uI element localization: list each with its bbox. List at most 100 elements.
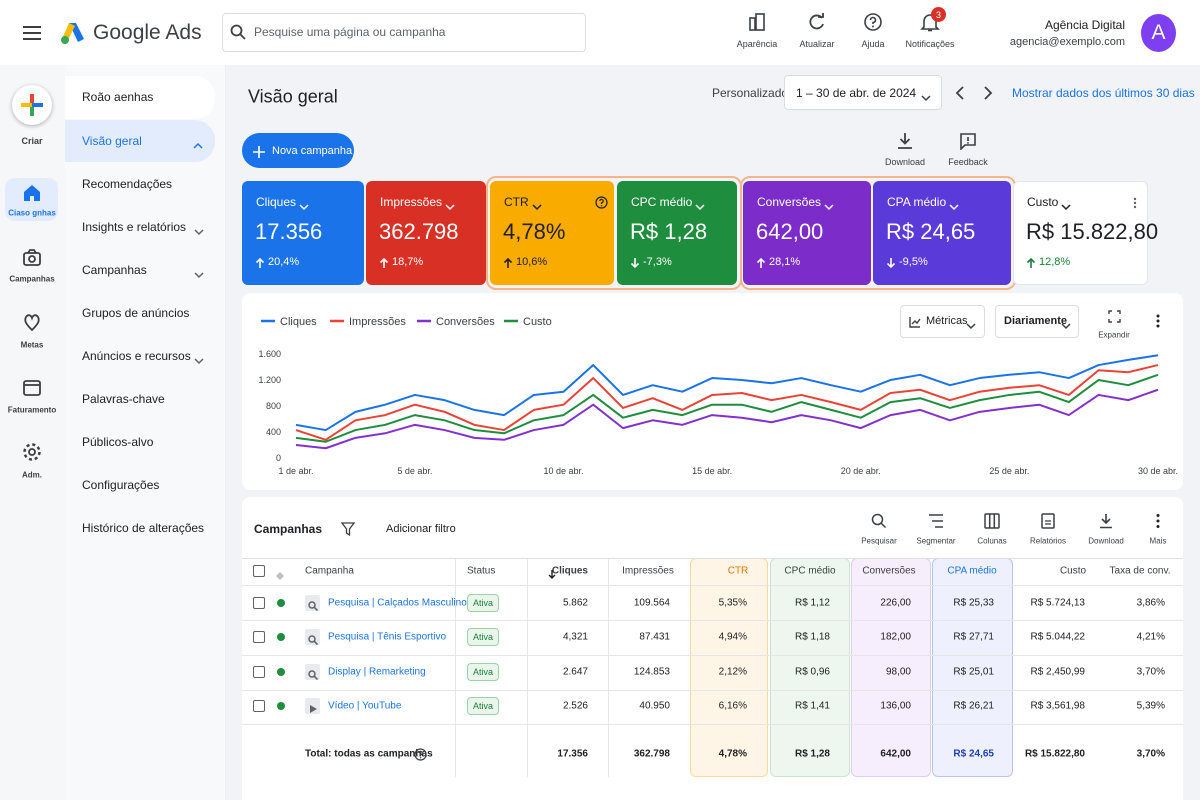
chevron-icon[interactable] <box>949 198 959 211</box>
column-header[interactable]: Taxa de conv. <box>1109 565 1171 577</box>
compare-link[interactable]: Mostrar dados dos últimos 30 dias <box>1012 86 1195 100</box>
metric-label[interactable]: Cliques <box>256 195 297 209</box>
campaign-name[interactable]: Vídeo | YouTube <box>328 700 402 712</box>
campaign-name[interactable]: Display | Remarketing <box>328 666 426 678</box>
nav-item[interactable]: Insights e relatórios <box>82 220 187 234</box>
rail-label[interactable]: Campanhas <box>9 274 55 284</box>
rail-icon[interactable] <box>22 248 42 268</box>
metric-label[interactable]: CPC médio <box>631 195 693 209</box>
chevron-icon[interactable] <box>194 352 204 365</box>
header-action-label[interactable]: Notificações <box>905 39 955 49</box>
nav-item[interactable]: Públicos-alvo <box>82 435 154 449</box>
menu-icon[interactable] <box>23 26 41 40</box>
interval-label[interactable]: Diariamente <box>1004 315 1067 327</box>
nav-item[interactable]: Visão geral <box>82 134 142 148</box>
download-label[interactable]: Download <box>884 157 926 167</box>
header-action-label[interactable]: Ajuda <box>861 39 885 49</box>
more-icon[interactable] <box>1156 314 1160 328</box>
rail-icon[interactable] <box>22 312 42 332</box>
tool-icon[interactable] <box>871 513 887 529</box>
rail-label[interactable]: Adm. <box>22 470 42 480</box>
rail-icon[interactable] <box>22 183 42 203</box>
tool-label[interactable]: Colunas <box>977 536 1007 546</box>
chevron-icon[interactable] <box>1061 198 1071 211</box>
expand-label[interactable]: Expandir <box>1098 330 1130 340</box>
metric-label[interactable]: CTR <box>504 195 529 209</box>
column-header[interactable]: Custo <box>1059 565 1087 577</box>
checkbox[interactable] <box>253 666 265 678</box>
chevron-icon[interactable] <box>194 223 204 236</box>
tool-label[interactable]: Relatórios <box>1029 536 1067 546</box>
date-range[interactable]: 1 – 30 de abr. de 2024 <box>796 86 917 100</box>
interval-button[interactable] <box>995 305 1079 338</box>
metrics-label[interactable]: Métricas <box>926 315 968 327</box>
column-header[interactable]: Conversões <box>862 565 916 577</box>
chevron-icon[interactable] <box>1061 317 1071 330</box>
chevron-icon[interactable] <box>194 266 204 279</box>
column-header[interactable]: CPA médio <box>947 565 997 577</box>
header-action-icon[interactable] <box>863 12 883 32</box>
next-arrow[interactable] <box>983 86 993 100</box>
feedback-label[interactable]: Feedback <box>948 157 988 167</box>
column-header[interactable]: CTR <box>727 565 749 577</box>
nav-item[interactable]: Histórico de alterações <box>82 521 205 535</box>
header-action-icon[interactable] <box>807 12 827 32</box>
column-header[interactable]: Status <box>467 565 496 577</box>
nav-item[interactable]: Anúncios e recursos <box>82 349 191 363</box>
new-campaign-label[interactable]: Nova campanha <box>272 145 353 157</box>
header-action-label[interactable]: Aparência <box>736 39 778 49</box>
metric-card[interactable] <box>743 181 871 285</box>
checkbox[interactable] <box>253 597 265 609</box>
nav-item[interactable]: Palavras-chave <box>82 392 165 406</box>
metric-card[interactable] <box>617 181 737 285</box>
campaign-name[interactable]: Pesquisa | Calçados Masculinos <box>328 597 472 609</box>
feedback-icon[interactable] <box>959 132 977 151</box>
metric-label[interactable]: Impressões <box>380 195 443 209</box>
tool-icon[interactable] <box>1150 513 1166 529</box>
help-icon[interactable] <box>594 195 608 209</box>
column-header[interactable]: Cliques <box>551 565 588 577</box>
campaign-name[interactable]: Pesquisa | Tênis Esportivo <box>328 631 447 643</box>
tool-label[interactable]: Pesquisar <box>861 536 897 546</box>
metric-card[interactable] <box>1013 181 1148 285</box>
tool-icon[interactable] <box>928 513 944 529</box>
chevron-icon[interactable] <box>824 198 834 211</box>
header-action-label[interactable]: Atualizar <box>799 39 835 49</box>
nav-item[interactable]: Grupos de anúncios <box>82 306 190 320</box>
rail-icon[interactable] <box>22 442 42 462</box>
chevron-icon[interactable] <box>193 137 203 149</box>
rail-icon[interactable] <box>22 378 42 398</box>
chevron-icon[interactable] <box>445 198 455 211</box>
metric-label[interactable]: CPA médio <box>887 195 947 209</box>
date-picker[interactable] <box>784 75 942 110</box>
tool-icon[interactable] <box>1040 513 1056 529</box>
add-filter[interactable]: Adicionar filtro <box>386 523 456 535</box>
metric-card[interactable] <box>873 181 1011 285</box>
create-plus[interactable] <box>21 94 43 116</box>
checkbox[interactable] <box>253 631 265 643</box>
avatar-letter[interactable]: A <box>1151 21 1166 44</box>
chevron-icon[interactable] <box>695 198 705 211</box>
rail-label[interactable]: Metas <box>20 340 44 350</box>
expand-icon[interactable] <box>1107 309 1121 323</box>
filter-icon[interactable] <box>340 522 356 537</box>
metric-label[interactable]: Custo <box>1027 195 1059 209</box>
download-icon[interactable] <box>897 132 913 150</box>
tool-label[interactable]: Mais <box>1149 536 1167 546</box>
rail-label[interactable]: Ciaso gnhas <box>8 208 56 218</box>
tool-icon[interactable] <box>984 513 1000 529</box>
plus-icon[interactable] <box>253 145 265 158</box>
prev-arrow[interactable] <box>955 86 965 100</box>
chevron-icon[interactable] <box>966 317 976 330</box>
checkbox[interactable] <box>253 700 265 712</box>
tool-label[interactable]: Segmentar <box>916 536 956 546</box>
search-box[interactable] <box>222 13 586 52</box>
column-header[interactable]: Impressões <box>622 565 674 577</box>
help-icon[interactable] <box>413 747 427 761</box>
nav-item[interactable]: Roão aenhas <box>82 90 154 104</box>
nav-item[interactable]: Campanhas <box>82 263 147 277</box>
tool-icon[interactable] <box>1098 513 1114 529</box>
nav-item[interactable]: Configurações <box>82 478 160 492</box>
metric-card[interactable] <box>366 181 486 285</box>
chevron-icon[interactable] <box>921 89 931 102</box>
